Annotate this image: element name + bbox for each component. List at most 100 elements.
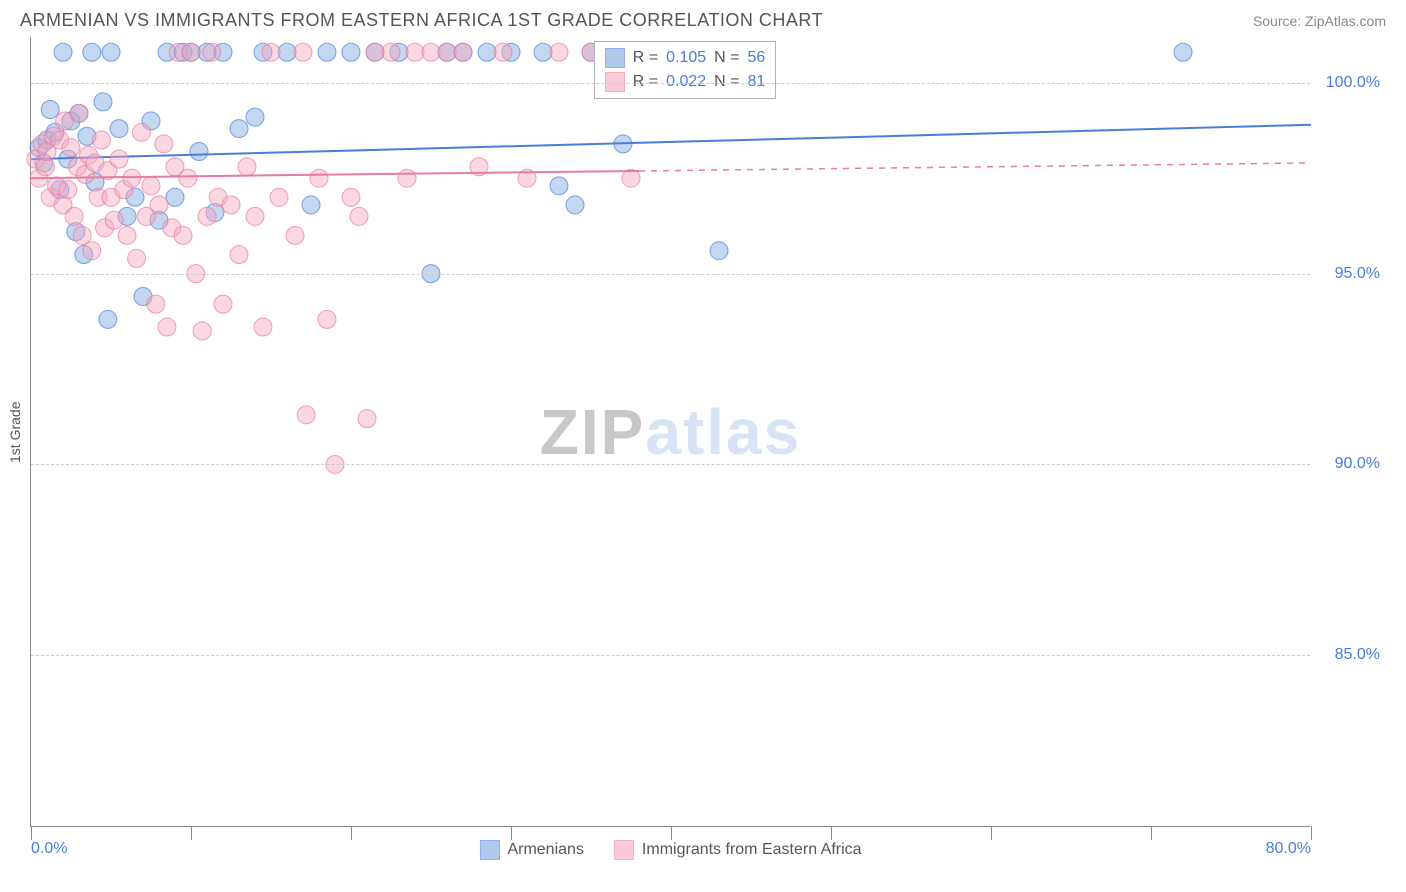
data-point (398, 169, 416, 187)
plot-area: ZIPatlas R = 0.105 N = 56R = 0.022 N = 8… (30, 37, 1310, 827)
data-point (94, 93, 112, 111)
data-point (83, 43, 101, 61)
data-point (297, 406, 315, 424)
data-point (174, 226, 192, 244)
data-point (54, 43, 72, 61)
data-point (254, 318, 272, 336)
data-point (65, 207, 83, 225)
data-point (83, 242, 101, 260)
legend-n-value: 56 (747, 46, 765, 70)
data-point (550, 177, 568, 195)
data-point (286, 226, 304, 244)
series-legend-item: Immigrants from Eastern Africa (614, 840, 862, 860)
legend-swatch (479, 840, 499, 860)
chart-header: ARMENIAN VS IMMIGRANTS FROM EASTERN AFRI… (0, 0, 1406, 37)
y-tick-label: 90.0% (1335, 455, 1380, 473)
gridline (31, 655, 1310, 656)
data-point (110, 120, 128, 138)
data-point (59, 181, 77, 199)
data-point (166, 188, 184, 206)
y-tick-label: 100.0% (1326, 74, 1380, 92)
legend-row: R = 0.105 N = 56 (605, 46, 766, 70)
data-point (222, 196, 240, 214)
data-point (179, 169, 197, 187)
data-point (158, 318, 176, 336)
data-point (193, 322, 211, 340)
data-point (382, 43, 400, 61)
data-point (230, 246, 248, 264)
x-tick-label: 80.0% (1266, 840, 1311, 858)
gridline (31, 83, 1310, 84)
data-point (534, 43, 552, 61)
x-tick-mark (31, 826, 32, 840)
y-axis-label: 1st Grade (0, 37, 30, 827)
chart-wrap: 1st Grade ZIPatlas R = 0.105 N = 56R = 0… (0, 37, 1406, 827)
data-point (406, 43, 424, 61)
data-point (132, 123, 150, 141)
trend-line (31, 125, 1311, 159)
y-tick-label: 95.0% (1335, 265, 1380, 283)
chart-source: Source: ZipAtlas.com (1253, 13, 1386, 29)
data-point (118, 226, 136, 244)
data-point (1174, 43, 1192, 61)
x-tick-mark (191, 826, 192, 840)
data-point (190, 142, 208, 160)
trend-line (31, 171, 639, 178)
data-point (342, 43, 360, 61)
x-tick-mark (671, 826, 672, 840)
x-tick-mark (1311, 826, 1312, 840)
data-point (41, 101, 59, 119)
data-point (214, 295, 232, 313)
data-point (438, 43, 456, 61)
legend-r-label: R = (633, 46, 658, 70)
series-legend: Armenians Immigrants from Eastern Africa (479, 840, 861, 860)
scatter-svg (31, 37, 1311, 827)
data-point (128, 249, 146, 267)
x-tick-mark (351, 826, 352, 840)
data-point (550, 43, 568, 61)
data-point (302, 196, 320, 214)
data-point (262, 43, 280, 61)
data-point (310, 169, 328, 187)
data-point (110, 150, 128, 168)
gridline (31, 464, 1310, 465)
legend-r-value: 0.105 (666, 46, 706, 70)
data-point (422, 43, 440, 61)
trend-line-extrapolated (639, 163, 1311, 171)
data-point (102, 43, 120, 61)
series-label: Armenians (507, 841, 583, 859)
x-tick-mark (511, 826, 512, 840)
data-point (358, 410, 376, 428)
series-label: Immigrants from Eastern Africa (642, 841, 862, 859)
data-point (238, 158, 256, 176)
data-point (62, 139, 80, 157)
chart-title: ARMENIAN VS IMMIGRANTS FROM EASTERN AFRI… (20, 10, 823, 31)
data-point (142, 177, 160, 195)
data-point (150, 196, 168, 214)
series-legend-item: Armenians (479, 840, 583, 860)
data-point (246, 108, 264, 126)
data-point (494, 43, 512, 61)
data-point (203, 43, 221, 61)
legend-swatch (605, 48, 625, 68)
x-tick-mark (831, 826, 832, 840)
data-point (70, 104, 88, 122)
legend-n-label: N = (714, 46, 739, 70)
data-point (454, 43, 472, 61)
data-point (246, 207, 264, 225)
data-point (230, 120, 248, 138)
data-point (99, 310, 117, 328)
legend-swatch (614, 840, 634, 860)
data-point (270, 188, 288, 206)
data-point (147, 295, 165, 313)
data-point (294, 43, 312, 61)
data-point (342, 188, 360, 206)
data-point (182, 43, 200, 61)
x-tick-mark (1151, 826, 1152, 840)
x-tick-label: 0.0% (31, 840, 67, 858)
data-point (92, 131, 110, 149)
data-point (198, 207, 216, 225)
x-tick-mark (991, 826, 992, 840)
gridline (31, 274, 1310, 275)
data-point (478, 43, 496, 61)
